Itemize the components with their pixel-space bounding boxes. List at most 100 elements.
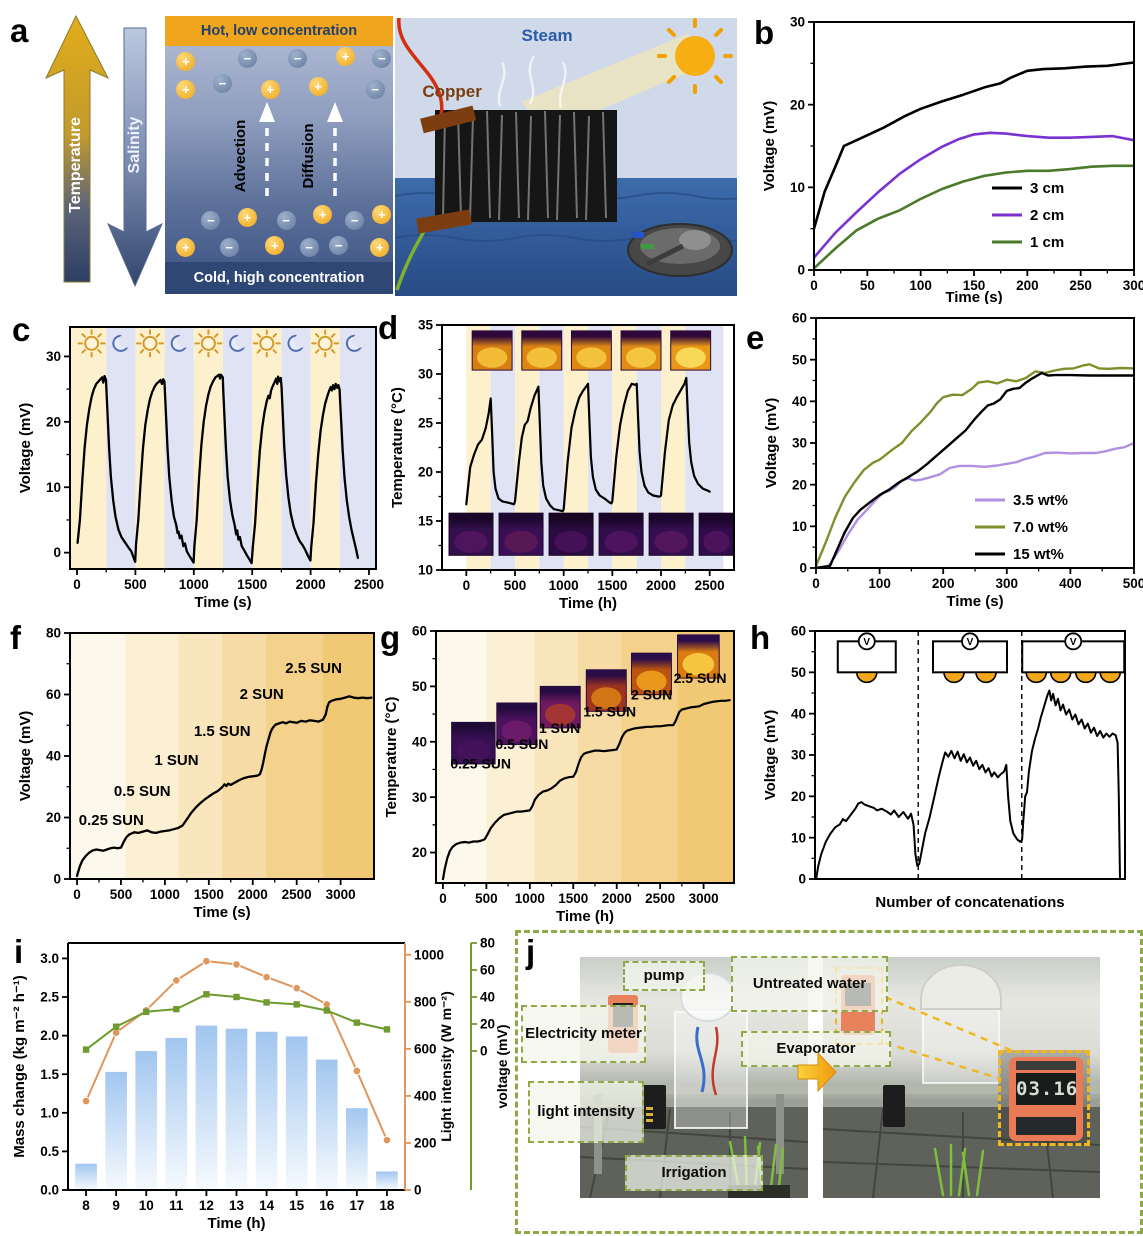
sun-icon <box>77 329 106 358</box>
marker <box>233 993 240 1001</box>
background-band <box>70 633 126 879</box>
blue-clip <box>633 232 644 238</box>
x-tick-label: 0 <box>73 577 81 592</box>
y-tick-label: 20 <box>791 789 806 804</box>
x-tick-label: 1000 <box>150 887 180 902</box>
panel-letter-a: a <box>10 12 29 49</box>
hot-low-concentration-banner: Hot, low concentration <box>165 16 393 46</box>
x-tick-label: 3000 <box>326 887 356 902</box>
x-tick-label: 1000 <box>549 578 579 593</box>
y-tick-label: 40 <box>791 706 806 721</box>
marker <box>81 1096 91 1106</box>
generator-unit <box>1074 671 1097 684</box>
y-tick-label: 20 <box>418 465 433 480</box>
x-tick-label: 1500 <box>558 891 588 906</box>
sun-icon <box>252 329 281 358</box>
green-clip <box>641 244 654 249</box>
field-photo-zoom-drawing <box>823 964 1100 1198</box>
y-tick-label: 10 <box>791 830 806 845</box>
x-tick-label: 400 <box>1059 576 1082 591</box>
x-tick-label: 1000 <box>515 891 545 906</box>
right-tick-label: 400 <box>414 1089 437 1104</box>
y-axis-title: Voltage (mV) <box>762 710 779 801</box>
photothermal-fabric <box>435 110 617 222</box>
y-tick-label: 80 <box>46 626 61 641</box>
y-tick-label: 50 <box>412 679 427 694</box>
generator-unit <box>1049 671 1072 684</box>
x-tick-label: 2000 <box>646 578 676 593</box>
panel-d: d 0 500 1000 1500 2000 2500 10 15 20 25 30 35 Time (… <box>368 305 748 617</box>
evaporator-photo: Steam Copper <box>395 18 737 296</box>
y-tick-label: 0 <box>53 872 61 887</box>
legend-label: 1 cm <box>1030 234 1064 251</box>
ion-cation: + <box>237 207 257 227</box>
x-tick-label: 2000 <box>296 577 326 592</box>
series-temperature <box>441 699 731 881</box>
generator-unit <box>1025 671 1048 684</box>
y-axis-title: Voltage (mV) <box>761 101 778 192</box>
label-electricity-meter: Electricity meter <box>521 1005 646 1063</box>
x-tick-label: 1000 <box>179 577 209 592</box>
y-tick-label: 30 <box>412 790 427 805</box>
y-tick-label: 2.0 <box>40 1028 59 1043</box>
x-axis-title: Time (s) <box>945 289 1002 304</box>
right-tick-label: 800 <box>414 994 437 1009</box>
moon-icon <box>112 333 133 352</box>
x-axis-title: Time (h) <box>556 908 614 925</box>
background-band <box>310 327 340 569</box>
ion-anion: − <box>201 210 221 230</box>
x-tick-label: 50 <box>860 278 875 293</box>
generator-unit <box>1099 671 1122 684</box>
ion-cation: + <box>336 46 355 66</box>
circuit-inset-4-devices: V <box>1021 632 1126 684</box>
advection-label: Advection <box>232 120 249 193</box>
y-tick-label: 60 <box>412 624 427 639</box>
label-untreated-water: Untreated water <box>731 956 888 1012</box>
x-axis-title: Time (s) <box>193 904 250 921</box>
annotation: 2 SUN <box>240 686 284 703</box>
sun-level-label: 1 SUN <box>539 720 580 736</box>
x-tick-label: 150 <box>963 278 986 293</box>
thermal-image-inset <box>670 330 712 371</box>
marker <box>202 956 211 966</box>
series-3.5 wt% <box>816 441 1134 568</box>
panel-letter-b: b <box>754 14 775 51</box>
y-tick-label: 50 <box>792 352 807 367</box>
mass-change-bar <box>346 1108 368 1190</box>
legend-label: 7.0 wt% <box>1013 519 1068 536</box>
ion-cation: + <box>176 79 196 99</box>
y-tick-label: 20 <box>46 414 61 429</box>
x-tick-label: 13 <box>229 1198 245 1213</box>
marker <box>143 1008 150 1016</box>
marker <box>382 1135 392 1145</box>
panel-j: j <box>515 930 1143 1234</box>
x-tick-label: 9 <box>112 1198 120 1213</box>
y-tick-label: 3.0 <box>40 951 59 966</box>
x-tick-label: 17 <box>349 1198 364 1213</box>
thermal-image-inset <box>598 512 644 556</box>
x-axis-title: Time (h) <box>207 1215 265 1232</box>
moon-icon <box>345 333 367 352</box>
zoom-connector-lines <box>884 995 1016 1081</box>
x-axis-title: Number of concatenations <box>875 894 1064 911</box>
salinity-arrow-label: Salinity <box>126 116 143 174</box>
label-irrigation: Irrigation <box>625 1155 763 1191</box>
ion-anion: − <box>299 238 319 258</box>
sun-icon <box>136 329 165 358</box>
y-tick-label: 10 <box>46 480 61 495</box>
right-axis-title: Light intensity (W m⁻²) <box>438 991 454 1141</box>
y-tick-label: 20 <box>790 97 805 112</box>
light-intensity-meter-device <box>642 1085 666 1129</box>
marker <box>263 999 270 1006</box>
panel-letter-d: d <box>378 309 399 346</box>
x-tick-label: 1500 <box>237 577 267 592</box>
mass-change-bar <box>315 1059 338 1190</box>
x-tick-label: 14 <box>259 1198 275 1213</box>
x-tick-label: 500 <box>475 891 498 906</box>
x-axis-title: Time (h) <box>559 595 617 612</box>
chart-b-voltage-vs-time-thickness: 0 50 100 150 200 250 300 0 10 20 30 Time (s) Voltage… <box>761 15 1143 304</box>
x-axis-title: Time (s) <box>946 593 1003 610</box>
y-tick-label: 30 <box>792 436 807 451</box>
thermal-image-inset <box>448 512 494 556</box>
